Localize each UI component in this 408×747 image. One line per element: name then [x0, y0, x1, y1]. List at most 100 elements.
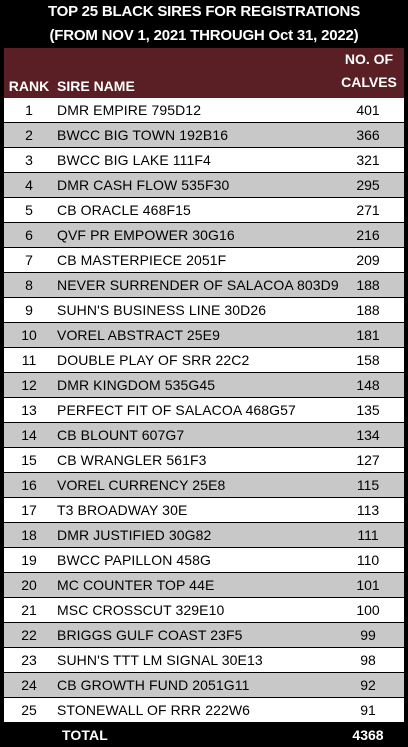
calves-cell: 99: [334, 623, 404, 648]
calves-cell: 110: [334, 548, 404, 573]
calves-cell: 101: [334, 573, 404, 598]
calves-cell: 113: [334, 498, 404, 523]
sire-name-cell: T3 BROADWAY 30E: [54, 498, 334, 523]
rank-cell: 23: [4, 648, 54, 673]
sire-name-cell: CB GROWTH FUND 2051G11: [54, 673, 334, 698]
calves-cell: 111: [334, 523, 404, 548]
calves-cell: 98: [334, 648, 404, 673]
rank-cell: 6: [4, 223, 54, 248]
calves-cell: 271: [334, 198, 404, 223]
calves-cell: 401: [334, 98, 404, 123]
calves-cell: 188: [334, 273, 404, 298]
table-header-row: RANK SIRE NAME NO. OF CALVES: [4, 48, 404, 98]
calves-cell: 366: [334, 123, 404, 148]
calves-cell: 158: [334, 348, 404, 373]
sire-name-cell: MSC CROSSCUT 329E10: [54, 598, 334, 623]
calves-cell: 209: [334, 248, 404, 273]
total-row: TOTAL 4368: [4, 723, 404, 747]
calves-cell: 295: [334, 173, 404, 198]
rank-cell: 1: [4, 98, 54, 123]
rank-cell: 4: [4, 173, 54, 198]
sire-name-cell: CB BLOUNT 607G7: [54, 423, 334, 448]
header-rank: RANK: [4, 48, 54, 98]
rank-cell: 8: [4, 273, 54, 298]
rank-cell: 19: [4, 548, 54, 573]
sire-name-cell: CB ORACLE 468F15: [54, 198, 334, 223]
sire-name-cell: BWCC PAPILLON 458G: [54, 548, 334, 573]
rank-cell: 12: [4, 373, 54, 398]
rank-cell: 13: [4, 398, 54, 423]
rank-cell: 18: [4, 523, 54, 548]
rank-cell: 11: [4, 348, 54, 373]
sire-name-cell: MC COUNTER TOP 44E: [54, 573, 334, 598]
rank-cell: 20: [4, 573, 54, 598]
title-block: TOP 25 BLACK SIRES FOR REGISTRATIONS (FR…: [0, 0, 408, 48]
header-calves: NO. OF CALVES: [334, 48, 404, 98]
calves-cell: 148: [334, 373, 404, 398]
rank-cell: 5: [4, 198, 54, 223]
rank-cell: 10: [4, 323, 54, 348]
rank-cell: 24: [4, 673, 54, 698]
header-sire-name: SIRE NAME: [54, 48, 334, 98]
calves-cell: 91: [334, 698, 404, 723]
sire-name-cell: STONEWALL OF RRR 222W6: [54, 698, 334, 723]
sire-name-cell: DMR JUSTIFIED 30G82: [54, 523, 334, 548]
total-value: 4368: [334, 723, 404, 747]
calves-cell: 115: [334, 473, 404, 498]
registrations-table-graphic: TOP 25 BLACK SIRES FOR REGISTRATIONS (FR…: [0, 0, 408, 723]
sire-name-cell: CB WRANGLER 561F3: [54, 448, 334, 473]
sire-name-cell: SUHN'S BUSINESS LINE 30D26: [54, 298, 334, 323]
total-rank-cell: [4, 723, 54, 747]
title-line-2: (FROM NOV 1, 2021 THROUGH Oct 31, 2022): [0, 24, 408, 48]
calves-cell: 134: [334, 423, 404, 448]
sire-name-cell: NEVER SURRENDER OF SALACOA 803D9: [54, 273, 334, 298]
sire-name-cell: CB MASTERPIECE 2051F: [54, 248, 334, 273]
total-label: TOTAL: [54, 723, 334, 747]
sire-name-cell: DMR CASH FLOW 535F30: [54, 173, 334, 198]
calves-cell: 216: [334, 223, 404, 248]
rank-cell: 25: [4, 698, 54, 723]
rank-cell: 9: [4, 298, 54, 323]
calves-cell: 127: [334, 448, 404, 473]
sire-name-cell: SUHN'S TTT LM SIGNAL 30E13: [54, 648, 334, 673]
rank-cell: 21: [4, 598, 54, 623]
sire-name-cell: BRIGGS GULF COAST 23F5: [54, 623, 334, 648]
calves-cell: 135: [334, 398, 404, 423]
header-calves-line2: CALVES: [334, 71, 404, 94]
sire-name-cell: BWCC BIG TOWN 192B16: [54, 123, 334, 148]
rank-cell: 17: [4, 498, 54, 523]
rank-cell: 22: [4, 623, 54, 648]
calves-cell: 321: [334, 148, 404, 173]
calves-cell: 188: [334, 298, 404, 323]
rank-cell: 3: [4, 148, 54, 173]
sire-name-cell: BWCC BIG LAKE 111F4: [54, 148, 334, 173]
calves-cell: 181: [334, 323, 404, 348]
sire-name-cell: QVF PR EMPOWER 30G16: [54, 223, 334, 248]
rank-cell: 16: [4, 473, 54, 498]
rank-cell: 15: [4, 448, 54, 473]
